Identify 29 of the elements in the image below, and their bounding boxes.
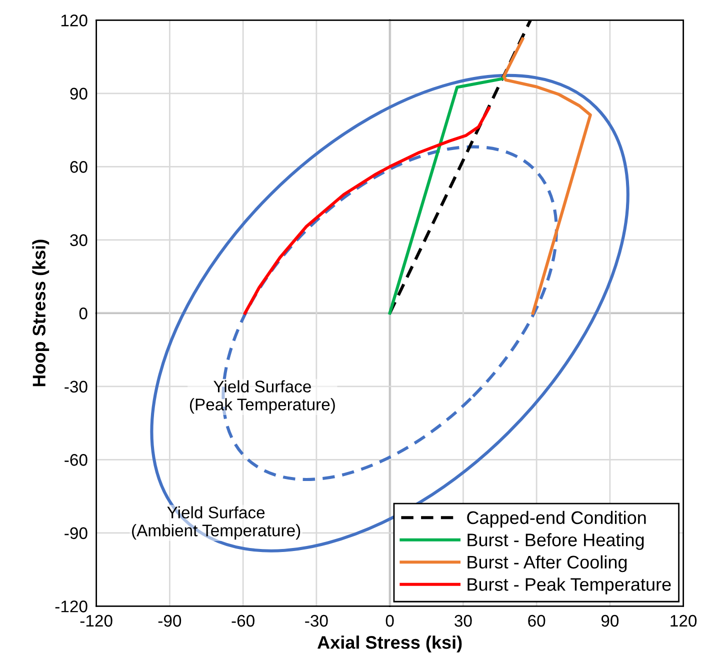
y-tick-label: 0 — [79, 308, 88, 320]
legend-label: Capped-end Condition — [467, 510, 646, 528]
x-tick-label: 30 — [454, 614, 472, 627]
x-tick-label: -120 — [80, 614, 112, 627]
x-tick-label: 60 — [528, 614, 546, 627]
annotation: Yield Surface (Ambient Temperature) — [132, 506, 300, 540]
x-axis-title: Axial Stress (ksi) — [318, 636, 462, 652]
x-tick-label: 0 — [386, 614, 394, 627]
y-tick-label: -30 — [64, 380, 88, 393]
x-tick-label: -90 — [158, 614, 182, 627]
line-series — [502, 37, 592, 315]
y-tick-label: -90 — [64, 527, 88, 540]
x-tick-label: 90 — [601, 614, 619, 627]
x-tick-label: 120 — [670, 614, 697, 627]
line-series — [388, 74, 506, 315]
legend-label: Burst - After Cooling — [468, 555, 627, 572]
annotation: Yield Surface (Peak Temperature) — [190, 380, 335, 414]
y-tick-label: -120 — [55, 600, 88, 612]
y-tick-label: 120 — [61, 14, 88, 26]
y-tick-label: 30 — [70, 234, 88, 246]
x-tick-label: -60 — [232, 614, 254, 627]
y-tick-label: 90 — [70, 88, 88, 100]
legend-label: Burst - Peak Temperature — [468, 578, 671, 594]
x-tick-label: -30 — [305, 614, 328, 627]
y-axis-title: Hoop Stress (ksi) — [32, 240, 50, 386]
y-tick-label: 60 — [70, 161, 88, 173]
y-tick-label: -60 — [64, 454, 88, 466]
line-series — [243, 106, 490, 315]
legend-label: Burst - Before Heating — [468, 533, 644, 550]
